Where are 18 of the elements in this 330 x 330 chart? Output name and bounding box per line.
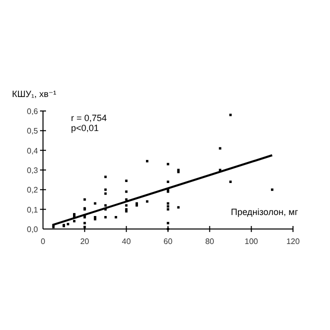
- x-axis-title: Преднізолон, мг: [230, 207, 299, 217]
- y-tick-label: 0,4: [26, 146, 39, 156]
- y-tick-label: 0,2: [26, 186, 39, 195]
- x-tick-label: 0: [40, 237, 46, 246]
- x-tick-label: 120: [286, 237, 300, 246]
- y-tick-label: 0,6: [26, 107, 39, 116]
- annotation: r = 0,754: [71, 113, 107, 123]
- x-tick-label: 40: [122, 237, 132, 246]
- y-tick-label: 0,0: [26, 225, 39, 234]
- y-tick-label: 0,1: [26, 205, 39, 214]
- y-tick-label: 0,3: [26, 166, 39, 175]
- y-tick-label: 0,5: [26, 126, 39, 136]
- x-tick-label: 100: [244, 237, 259, 246]
- x-tick-label: 20: [80, 237, 90, 246]
- annotation: p<0,01: [71, 123, 99, 133]
- x-tick-label: 60: [164, 237, 173, 246]
- x-tick-label: 80: [205, 237, 215, 246]
- y-axis-title: КШУ₁, хв⁻¹: [12, 89, 56, 99]
